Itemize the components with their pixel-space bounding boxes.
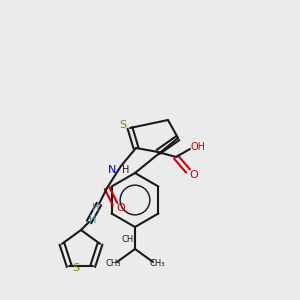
Text: N: N: [108, 165, 116, 175]
Text: OH: OH: [190, 142, 206, 152]
Text: O: O: [117, 203, 125, 213]
Text: H: H: [89, 215, 97, 225]
Text: CH₃: CH₃: [105, 260, 121, 268]
Text: H: H: [92, 203, 100, 213]
Text: H: H: [122, 165, 130, 175]
Text: CH: CH: [122, 235, 134, 244]
Text: O: O: [190, 170, 198, 180]
Text: CH₃: CH₃: [149, 260, 165, 268]
Text: S: S: [119, 120, 127, 130]
Text: S: S: [73, 263, 80, 273]
